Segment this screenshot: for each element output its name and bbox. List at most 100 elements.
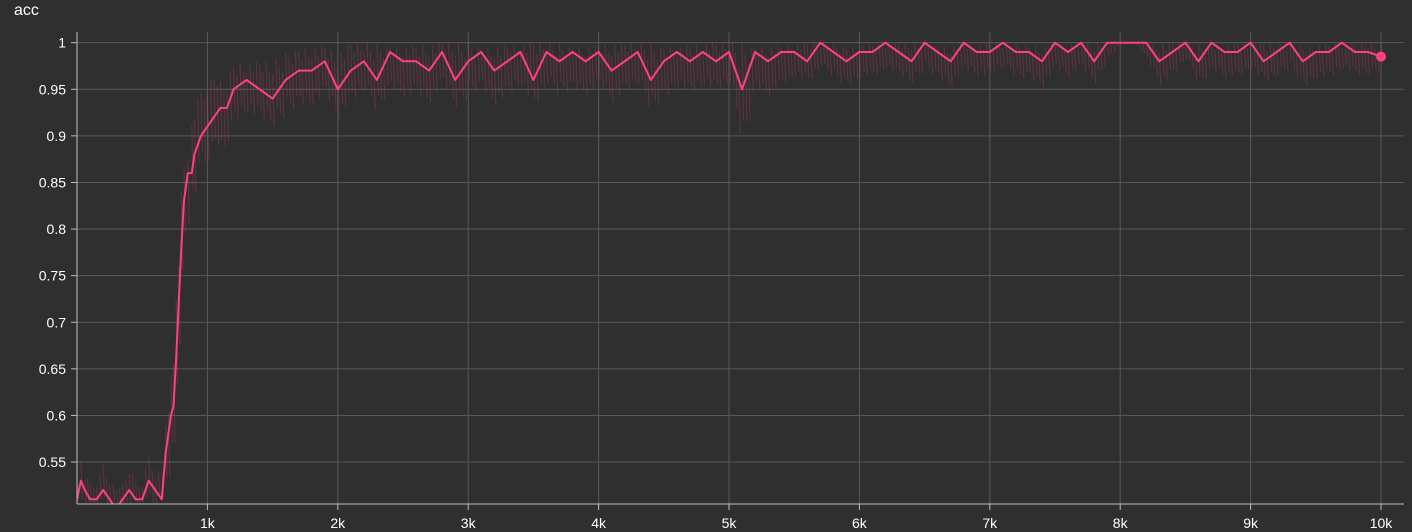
data-point	[767, 60, 769, 63]
data-point	[226, 107, 228, 109]
data-point	[193, 153, 196, 156]
data-point	[102, 489, 104, 491]
data-point	[884, 41, 887, 44]
data-point	[636, 51, 639, 53]
data-point	[1210, 41, 1213, 44]
y-tick-label: 0.6	[47, 407, 67, 423]
data-point	[271, 97, 274, 100]
x-tick-label: 2k	[330, 515, 346, 531]
data-point	[183, 200, 185, 202]
data-point	[350, 69, 352, 72]
x-tick-label: 5k	[722, 515, 738, 531]
data-point	[428, 69, 430, 72]
data-point	[975, 51, 978, 53]
data-point	[310, 69, 313, 72]
data-point	[832, 51, 835, 53]
data-point	[1028, 51, 1030, 53]
data-point	[219, 107, 222, 109]
y-tick-label: 0.85	[39, 174, 66, 190]
data-point	[532, 79, 535, 81]
data-point	[337, 88, 339, 91]
data-point	[80, 479, 82, 482]
data-point	[689, 60, 691, 63]
data-point	[284, 79, 287, 81]
data-point	[819, 41, 822, 44]
data-point	[845, 60, 848, 63]
data-point	[571, 51, 574, 53]
data-point	[121, 498, 124, 501]
x-tick-label: 4k	[591, 515, 607, 531]
y-tick-label: 0.65	[39, 361, 66, 377]
data-point	[1197, 60, 1200, 63]
axis-layer: 0.55 0.6 0.65 0.7 0.75 0.8 0.85 0.9 0.95 1 1k 2k 3k 4…	[39, 32, 1404, 531]
data-point	[715, 60, 717, 63]
data-point	[1171, 51, 1174, 53]
data-point	[297, 69, 300, 72]
data-point	[147, 479, 150, 482]
data-point	[206, 125, 209, 128]
data-point	[962, 41, 965, 44]
data-point	[584, 60, 587, 63]
data-point	[949, 60, 952, 63]
data-point	[389, 51, 391, 53]
data-point	[754, 51, 756, 53]
data-point	[363, 60, 365, 63]
data-point	[741, 88, 743, 91]
data-point	[1132, 41, 1135, 44]
raw-series-layer	[77, 42, 1384, 504]
data-point	[154, 489, 157, 491]
x-tick-label: 9k	[1243, 515, 1259, 531]
data-point	[1145, 41, 1148, 44]
data-point	[164, 451, 167, 454]
data-point	[1249, 41, 1252, 44]
data-point	[170, 414, 172, 417]
data-point	[454, 79, 456, 81]
data-point	[376, 79, 378, 81]
y-tick-label: 1	[58, 35, 66, 51]
data-point	[1315, 51, 1317, 53]
x-tick-label: 6k	[852, 515, 868, 531]
data-point	[167, 433, 170, 435]
y-tick-label: 0.95	[39, 81, 66, 97]
data-point	[160, 498, 163, 501]
data-point	[1015, 51, 1017, 53]
data-point	[519, 51, 522, 53]
data-point	[676, 51, 678, 53]
data-point	[141, 498, 143, 501]
data-point	[1328, 51, 1330, 53]
y-tick-label: 0.7	[47, 314, 67, 330]
data-point	[213, 116, 215, 119]
y-tick-label: 0.9	[47, 128, 67, 144]
data-point	[545, 51, 548, 53]
data-point	[245, 79, 248, 81]
data-point	[989, 51, 991, 53]
y-tick-label: 0.8	[47, 221, 67, 237]
data-point	[1301, 60, 1304, 63]
data-point	[480, 51, 483, 53]
x-tick-label: 7k	[982, 515, 998, 531]
data-point	[172, 405, 175, 407]
data-point	[910, 60, 913, 63]
data-point	[1262, 60, 1265, 63]
data-point	[1275, 51, 1278, 53]
data-point	[558, 60, 561, 63]
data-point	[597, 51, 600, 53]
data-point	[180, 246, 183, 249]
data-point	[623, 60, 626, 63]
x-tick-label: 1k	[200, 515, 216, 531]
data-point	[1223, 51, 1226, 53]
data-point	[177, 302, 180, 305]
data-point	[187, 172, 189, 174]
last-point-marker[interactable]	[1376, 51, 1386, 62]
x-tick-label: 8k	[1113, 515, 1129, 531]
data-point	[780, 51, 782, 53]
data-point	[1367, 51, 1369, 53]
data-point	[232, 88, 235, 91]
series-line	[77, 41, 1382, 504]
data-point	[1106, 41, 1108, 44]
data-point	[84, 489, 86, 491]
data-point	[649, 79, 652, 81]
data-point	[1054, 41, 1056, 44]
data-point	[323, 60, 326, 63]
